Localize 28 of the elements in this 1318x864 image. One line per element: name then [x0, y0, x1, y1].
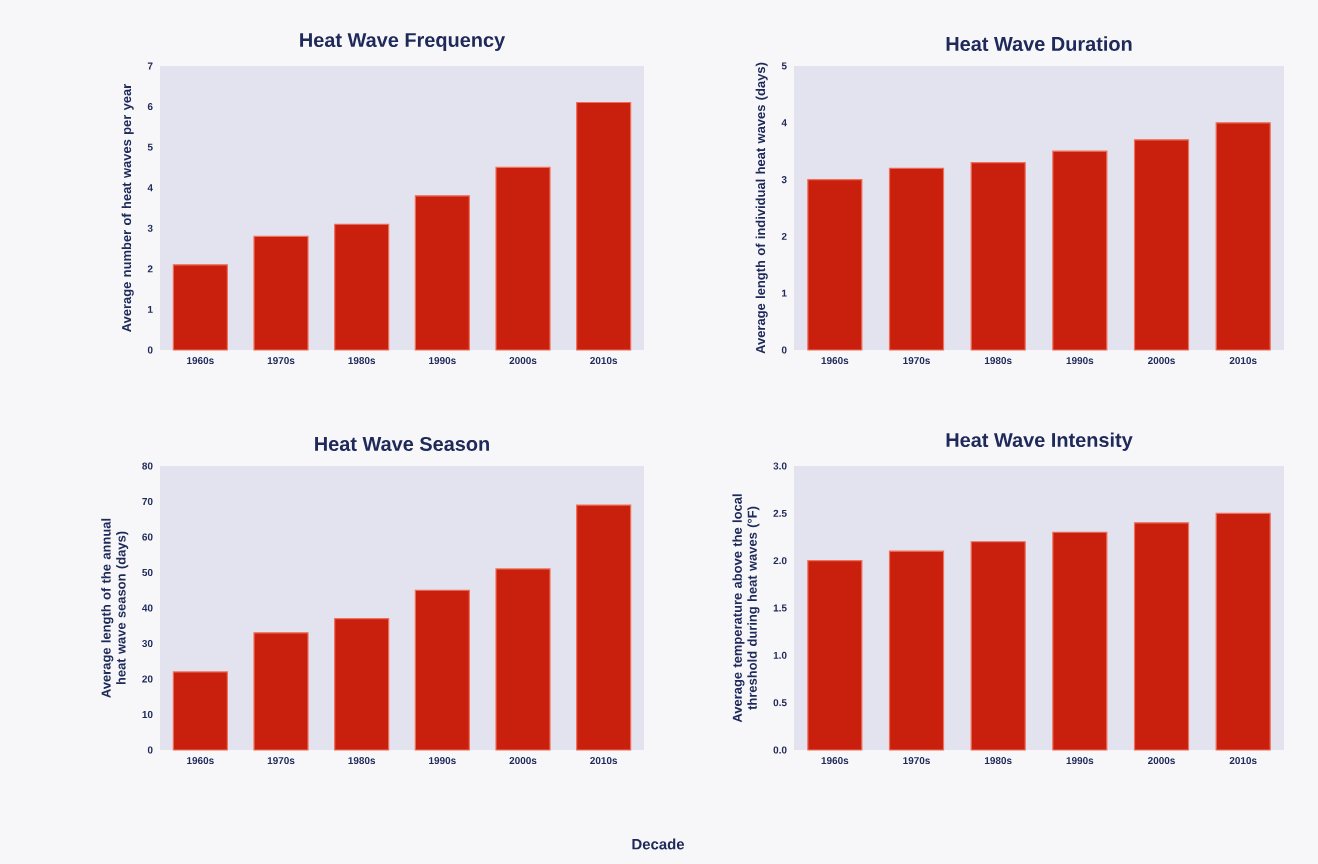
chart-title: Heat Wave Duration — [946, 36, 1132, 51]
bar — [253, 235, 309, 351]
bar — [970, 541, 1026, 751]
bar — [414, 195, 470, 351]
bar — [1133, 139, 1190, 351]
bar — [172, 264, 228, 351]
bar — [414, 589, 470, 751]
bar — [807, 178, 863, 351]
bar — [576, 101, 632, 351]
bar — [172, 671, 228, 751]
bar — [888, 167, 945, 351]
bar — [970, 161, 1026, 351]
chart-title: Heat Wave Intensity — [946, 432, 1133, 451]
bar — [1215, 512, 1271, 751]
chart-title: Heat Wave Frequency — [300, 33, 506, 51]
bar — [1133, 522, 1190, 751]
bar — [807, 560, 863, 751]
bar — [1215, 122, 1271, 351]
bar — [253, 632, 309, 751]
bar — [334, 618, 390, 751]
bar — [495, 568, 551, 751]
chart-title: Heat Wave Season — [315, 436, 489, 451]
bar — [888, 550, 945, 751]
bar — [334, 223, 390, 351]
bar — [1052, 531, 1108, 751]
bar — [576, 504, 632, 751]
bar — [1052, 150, 1108, 351]
bar — [495, 166, 551, 351]
